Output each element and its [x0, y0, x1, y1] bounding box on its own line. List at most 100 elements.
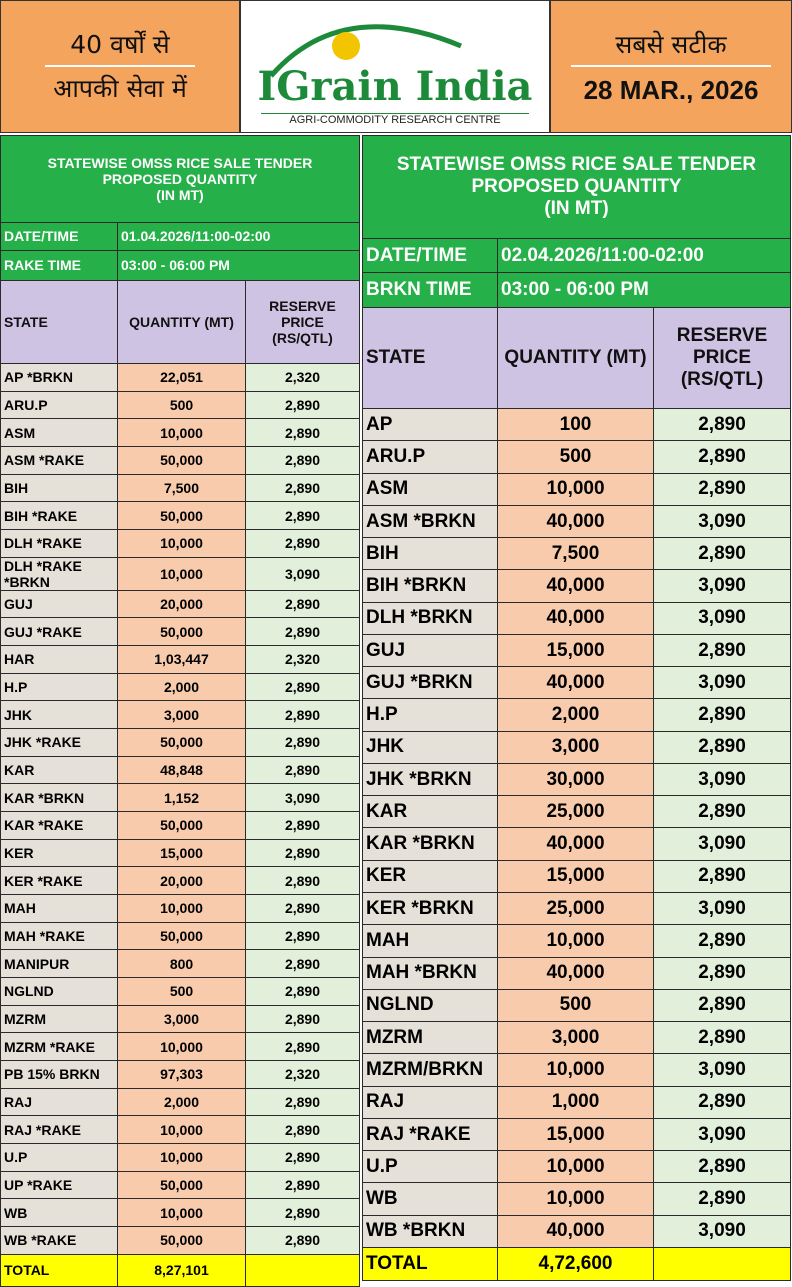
reserve-price: 2,890	[245, 501, 360, 530]
title-line: STATEWISE OMSS RICE SALE TENDER	[47, 154, 313, 171]
state: ASM *BRKN	[362, 504, 498, 539]
data-row: GUJ *BRKN 40,000 3,090	[362, 666, 792, 700]
state: WB	[362, 1182, 498, 1216]
quantity: 25,000	[497, 795, 654, 829]
quantity: 2,000	[117, 672, 246, 702]
reserve-price: 2,890	[652, 537, 792, 571]
info-label: RAKE TIME	[0, 250, 118, 281]
info-row: DATE/TIME 02.04.2026/11:00-02:00	[362, 238, 792, 273]
data-row: U.P 10,000 2,890	[362, 1150, 792, 1184]
reserve-price: 3,090	[245, 783, 360, 813]
reserve-price: 2,890	[652, 633, 792, 668]
reserve-price: 2,890	[652, 472, 792, 506]
header-right: सबसे सटीक 28 MAR., 2026	[550, 0, 792, 133]
state: ASM	[362, 472, 498, 506]
reserve-price: 2,890	[245, 1087, 360, 1117]
reserve-price: 2,890	[245, 1198, 360, 1227]
data-row: RAJ *RAKE 10,000 2,890	[0, 1115, 360, 1144]
quantity: 10,000	[497, 924, 654, 958]
reserve-price: 2,890	[245, 728, 360, 757]
total-label: TOTAL	[362, 1246, 498, 1281]
state: MAH	[362, 924, 498, 958]
state: KAR	[0, 755, 118, 785]
quantity: 15,000	[497, 633, 654, 668]
column-header: RESERVE PRICE (RS/QTL)	[245, 280, 360, 364]
data-row: KER 15,000 2,890	[362, 859, 792, 893]
state: DLH *BRKN	[362, 601, 498, 635]
quantity: 500	[117, 976, 246, 1006]
column-header: STATE	[362, 307, 498, 409]
logo: IGrain India AGRI-COMMODITY RESEARCH CEN…	[240, 0, 550, 133]
reserve-price: 2,890	[245, 1032, 360, 1061]
reserve-price: 2,890	[245, 921, 360, 951]
state: PB 15% BRKN	[0, 1059, 118, 1089]
data-row: BIH 7,500 2,890	[362, 537, 792, 571]
quantity: 3,000	[117, 1004, 246, 1034]
reserve-price: 2,890	[652, 1150, 792, 1184]
quantity: 1,03,447	[117, 645, 246, 674]
quantity: 10,000	[117, 1198, 246, 1227]
state: BIH *BRKN	[362, 569, 498, 603]
table: STATEWISE OMSS RICE SALE TENDER PROPOSED …	[0, 135, 360, 1287]
info-row: RAKE TIME 03:00 - 06:00 PM	[0, 250, 360, 281]
data-row: DLH *BRKN 40,000 3,090	[362, 601, 792, 635]
total-empty	[652, 1246, 792, 1281]
state: WB *BRKN	[362, 1214, 498, 1248]
state: KER	[362, 859, 498, 893]
state: JHK	[0, 700, 118, 730]
info-label: DATE/TIME	[0, 222, 118, 251]
reserve-price: 2,890	[652, 440, 792, 474]
quantity: 10,000	[497, 1053, 654, 1087]
reserve-price: 2,890	[652, 698, 792, 732]
data-row: WB 10,000 2,890	[362, 1182, 792, 1216]
reserve-price: 2,890	[652, 730, 792, 764]
total-row: TOTAL 4,72,600	[362, 1246, 792, 1281]
data-row: NGLND 500 2,890	[0, 976, 360, 1006]
reserve-price: 3,090	[652, 1214, 792, 1248]
state: MZRM	[362, 1021, 498, 1055]
data-row: BIH 7,500 2,890	[0, 473, 360, 503]
data-row: WB *RAKE 50,000 2,890	[0, 1225, 360, 1255]
reserve-price: 2,890	[245, 528, 360, 558]
quantity: 7,500	[497, 537, 654, 571]
data-row: RAJ *RAKE 15,000 3,090	[362, 1117, 792, 1152]
reserve-price: 2,890	[245, 1115, 360, 1144]
data-row: H.P 2,000 2,890	[0, 672, 360, 702]
title-line: (IN MT)	[156, 187, 204, 204]
data-row: U.P 10,000 2,890	[0, 1142, 360, 1172]
data-row: MAH *RAKE 50,000 2,890	[0, 921, 360, 951]
state: RAJ *RAKE	[0, 1115, 118, 1144]
reserve-price: 2,890	[245, 672, 360, 702]
reserve-price: 3,090	[652, 504, 792, 539]
header-left: 40 वर्षों से आपकी सेवा में	[0, 0, 240, 133]
state: WB *RAKE	[0, 1225, 118, 1255]
reserve-price: 3,090	[652, 891, 792, 926]
data-row: ASM 10,000 2,890	[0, 418, 360, 447]
data-row: KER 15,000 2,890	[0, 838, 360, 868]
quantity: 22,051	[117, 363, 246, 392]
state: AP *BRKN	[0, 363, 118, 392]
data-row: ARU.P 500 2,890	[362, 440, 792, 474]
quantity: 50,000	[117, 501, 246, 530]
reserve-price: 2,890	[652, 1021, 792, 1055]
reserve-price: 2,890	[652, 1182, 792, 1216]
data-row: RAJ 2,000 2,890	[0, 1087, 360, 1117]
state: U.P	[362, 1150, 498, 1184]
title: STATEWISE OMSS RICE SALE TENDER PROPOSED …	[0, 135, 360, 223]
quantity: 500	[497, 440, 654, 474]
logo-name: IGrain India	[257, 63, 533, 110]
reserve-price: 3,090	[652, 827, 792, 861]
data-row: DLH *RAKE 10,000 2,890	[0, 528, 360, 558]
data-row: MZRM *RAKE 10,000 2,890	[0, 1032, 360, 1061]
state: U.P	[0, 1142, 118, 1172]
state: AP	[362, 407, 498, 442]
title-line: (IN MT)	[544, 197, 609, 219]
reserve-price: 2,890	[652, 988, 792, 1023]
title-line: PROPOSED QUANTITY	[102, 170, 258, 187]
column-header-row: STATE QUANTITY (MT) RESERVE PRICE (RS/QTL)	[0, 280, 360, 364]
logo-tagline: AGRI-COMMODITY RESEARCH CENTRE	[261, 113, 529, 126]
data-row: KER *RAKE 20,000 2,890	[0, 866, 360, 895]
state: DLH *RAKE	[0, 528, 118, 558]
data-row: AP *BRKN 22,051 2,320	[0, 363, 360, 392]
quantity: 20,000	[117, 866, 246, 895]
